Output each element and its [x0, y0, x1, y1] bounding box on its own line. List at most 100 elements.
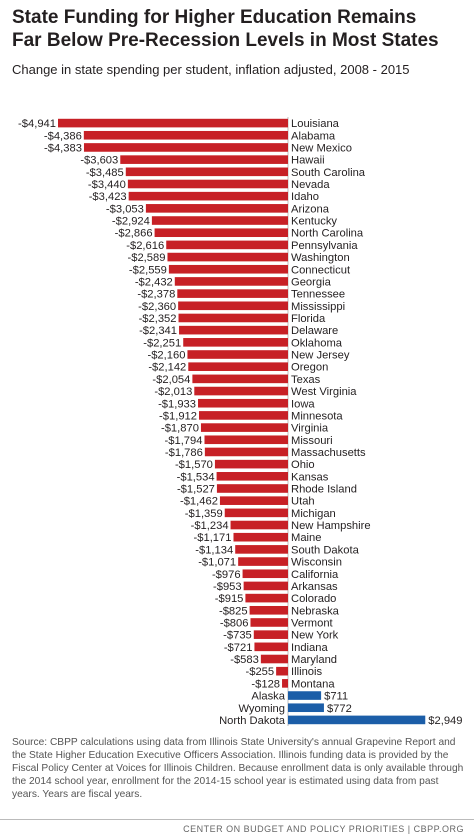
- category-label: Arkansas: [291, 581, 338, 593]
- bar-ohio: [214, 459, 288, 469]
- category-label: North Dakota: [219, 715, 286, 727]
- value-label: -$3,053: [106, 203, 144, 215]
- value-label: -$721: [224, 642, 253, 654]
- category-label: West Virginia: [291, 386, 357, 398]
- bar-missouri: [204, 435, 288, 445]
- category-label: Oklahoma: [291, 337, 343, 349]
- bar-washington: [167, 252, 288, 262]
- bar-massachusetts: [204, 447, 288, 457]
- value-label: -$1,870: [161, 423, 199, 435]
- bar-kansas: [216, 472, 288, 481]
- bar-mississippi: [178, 301, 288, 311]
- value-label: -$1,786: [165, 447, 203, 459]
- value-label: -$3,485: [86, 167, 124, 179]
- value-label: -$2,378: [137, 289, 175, 301]
- category-label: North Carolina: [291, 228, 364, 240]
- bar-north-dakota: [288, 715, 426, 725]
- bar-michigan: [224, 508, 288, 518]
- value-label: -$1,071: [198, 557, 236, 569]
- value-label: -$1,933: [158, 398, 196, 410]
- category-label: Mississippi: [291, 301, 345, 313]
- value-label: -$255: [246, 666, 275, 678]
- category-label: Indiana: [291, 642, 328, 654]
- category-label: Massachusetts: [291, 447, 366, 459]
- value-label: -$825: [219, 605, 248, 617]
- footer-credit: CENTER ON BUDGET AND POLICY PRIORITIES |…: [183, 824, 464, 834]
- category-label: Missouri: [291, 435, 333, 447]
- category-label: Wisconsin: [291, 557, 342, 569]
- bar-north-carolina: [154, 228, 288, 238]
- bar-california: [242, 569, 288, 579]
- value-label: -$3,423: [89, 191, 127, 203]
- bar-louisiana: [58, 118, 288, 128]
- value-label: -$1,134: [195, 544, 233, 556]
- category-label: Kansas: [291, 471, 329, 483]
- category-label: Georgia: [291, 276, 332, 288]
- category-label: Arizona: [291, 203, 330, 215]
- value-label: -$2,341: [139, 325, 177, 337]
- bar-florida: [178, 313, 288, 323]
- value-label: -$2,142: [148, 362, 186, 374]
- value-label: -$1,171: [194, 532, 232, 544]
- value-label: -$3,603: [80, 155, 118, 167]
- value-label: -$2,352: [139, 313, 177, 325]
- value-label: -$1,234: [191, 520, 229, 532]
- chart-subtitle: Change in state spending per student, in…: [12, 62, 410, 77]
- value-label: -$2,866: [115, 228, 153, 240]
- category-label: Virginia: [291, 423, 329, 435]
- value-label: -$2,160: [147, 350, 185, 362]
- category-label: New Mexico: [291, 142, 352, 154]
- bar-south-dakota: [235, 545, 288, 554]
- category-label: Nebraska: [291, 605, 340, 617]
- category-label: Illinois: [291, 666, 322, 678]
- bar-georgia: [174, 277, 288, 286]
- value-label: -$2,251: [143, 337, 181, 349]
- bar-minnesota: [199, 411, 288, 420]
- bar-nebraska: [249, 605, 288, 615]
- category-label: Michigan: [291, 508, 336, 520]
- source-note: Source: CBPP calculations using data fro…: [12, 737, 464, 800]
- bar-new-york: [253, 630, 288, 639]
- category-label: South Carolina: [291, 167, 366, 179]
- value-label: -$953: [213, 581, 242, 593]
- category-label: Idaho: [291, 191, 319, 203]
- category-label: Ohio: [291, 459, 315, 471]
- value-label: -$128: [251, 678, 280, 690]
- bar-new-hampshire: [230, 520, 288, 530]
- value-label: -$2,559: [129, 264, 167, 276]
- bar-oklahoma: [183, 338, 288, 347]
- bar-utah: [219, 496, 288, 505]
- value-label: -$915: [215, 593, 244, 605]
- bar-oregon: [188, 362, 288, 371]
- value-label: -$1,794: [165, 435, 203, 447]
- bar-nevada: [127, 179, 289, 189]
- value-label: -$3,440: [88, 179, 126, 191]
- value-label: -$735: [223, 630, 252, 642]
- category-label: Tennessee: [291, 289, 345, 301]
- bar-indiana: [254, 642, 288, 652]
- category-label: Pennsylvania: [291, 240, 358, 252]
- bar-rhode-island: [216, 484, 288, 493]
- category-label: New Hampshire: [291, 520, 371, 532]
- category-label: Connecticut: [291, 264, 351, 276]
- bar-new-mexico: [83, 143, 288, 152]
- value-label: -$2,360: [138, 301, 176, 313]
- category-label: Texas: [291, 374, 321, 386]
- category-label: Maryland: [291, 654, 337, 666]
- bar-maryland: [260, 654, 288, 664]
- chart-title: State Funding for Higher Education Remai…: [12, 7, 439, 51]
- value-label: -$806: [220, 618, 249, 630]
- bar-arizona: [145, 204, 288, 213]
- value-label: -$1,359: [185, 508, 223, 520]
- bar-alabama: [83, 130, 288, 140]
- value-label: -$4,386: [44, 130, 82, 142]
- value-label: -$1,527: [177, 484, 215, 496]
- bar-alaska: [288, 691, 322, 700]
- category-label: Oregon: [291, 362, 328, 374]
- bar-iowa: [198, 398, 288, 408]
- category-label: Utah: [291, 496, 315, 508]
- value-label: -$1,534: [177, 471, 215, 483]
- bar-texas: [192, 374, 288, 384]
- bar-virginia: [200, 423, 288, 432]
- category-label: Kentucky: [291, 216, 337, 228]
